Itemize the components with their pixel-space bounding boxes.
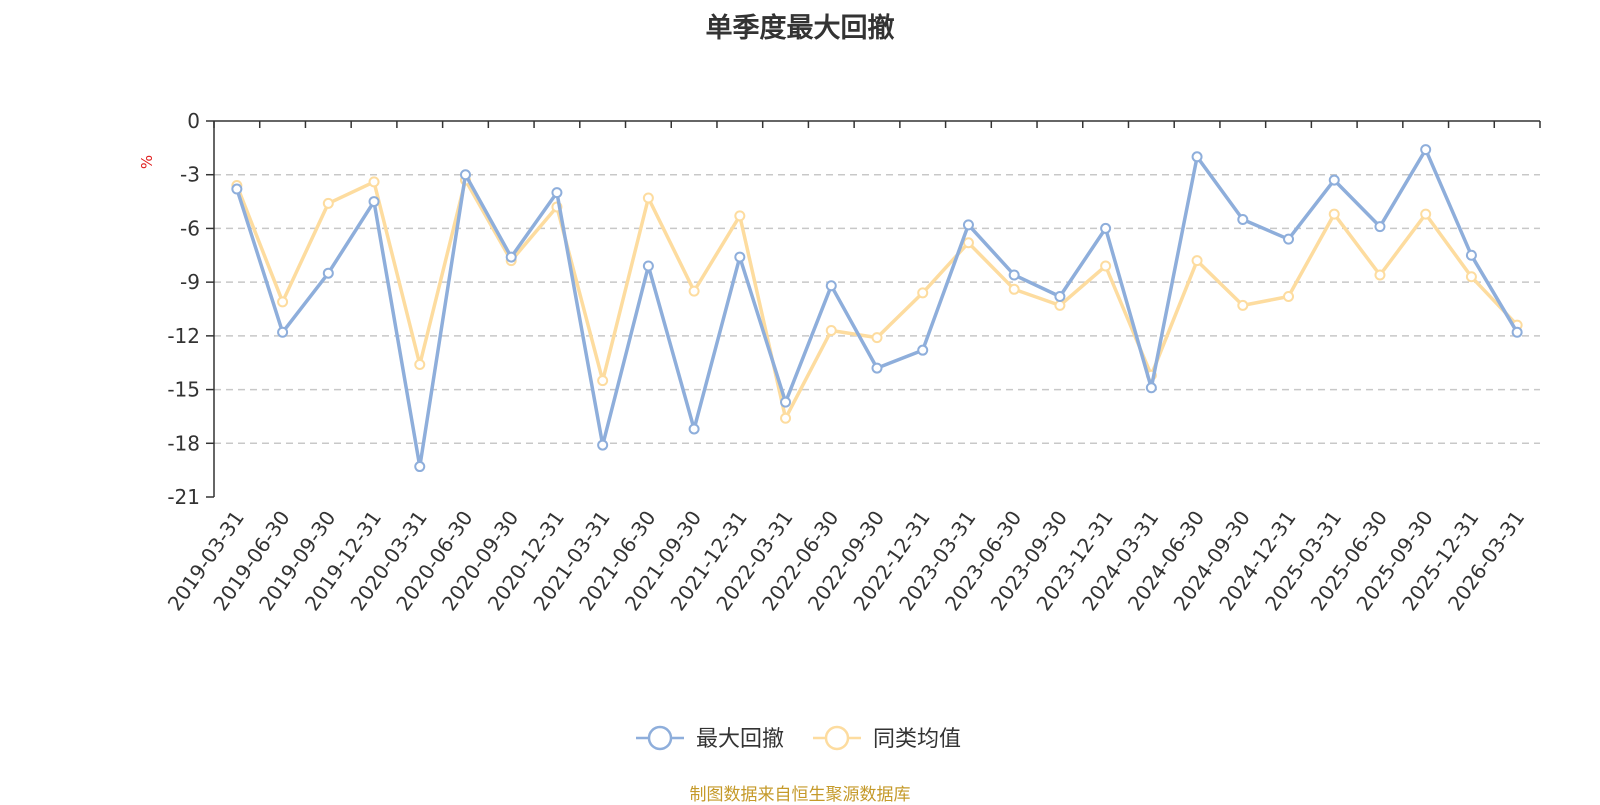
data-point[interactable] <box>962 219 974 231</box>
legend[interactable]: 最大回撤 同类均值 <box>636 725 961 752</box>
data-point[interactable] <box>1008 283 1020 295</box>
data-point[interactable] <box>1100 260 1112 272</box>
data-point[interactable] <box>1328 208 1340 220</box>
y-tick-label: -3 <box>180 163 200 187</box>
data-point[interactable] <box>734 210 746 222</box>
data-point[interactable] <box>1283 233 1295 245</box>
data-point[interactable] <box>1374 221 1386 233</box>
data-point[interactable] <box>688 423 700 435</box>
data-point[interactable] <box>1283 290 1295 302</box>
data-point[interactable] <box>1054 290 1066 302</box>
series-1 <box>231 144 1523 473</box>
legend-item-2[interactable]: 同类均值 <box>813 725 961 752</box>
data-point[interactable] <box>1100 222 1112 234</box>
data-point[interactable] <box>917 344 929 356</box>
data-point[interactable] <box>322 267 334 279</box>
data-point[interactable] <box>642 192 654 204</box>
data-point[interactable] <box>368 176 380 188</box>
data-point[interactable] <box>277 326 289 338</box>
y-tick-label: -12 <box>167 324 200 348</box>
legend-item-1[interactable]: 最大回撤 <box>636 725 784 752</box>
data-point[interactable] <box>1420 144 1432 156</box>
data-point[interactable] <box>231 183 243 195</box>
data-point[interactable] <box>642 260 654 272</box>
y-tick-label: -21 <box>167 485 200 509</box>
data-point[interactable] <box>597 375 609 387</box>
data-point[interactable] <box>780 412 792 424</box>
data-point[interactable] <box>1054 299 1066 311</box>
legend-marker-icon <box>824 725 850 751</box>
data-point[interactable] <box>414 359 426 371</box>
data-point[interactable] <box>1008 269 1020 281</box>
grid-lines <box>214 173 1540 445</box>
data-point[interactable] <box>505 251 517 263</box>
y-axis-unit-label: % <box>138 155 156 169</box>
data-point[interactable] <box>1465 271 1477 283</box>
data-point[interactable] <box>734 251 746 263</box>
data-point[interactable] <box>825 280 837 292</box>
data-point[interactable] <box>277 296 289 308</box>
data-point[interactable] <box>871 362 883 374</box>
data-point[interactable] <box>597 439 609 451</box>
y-tick-label: -15 <box>167 378 200 402</box>
data-point[interactable] <box>871 332 883 344</box>
series-line <box>235 178 1519 420</box>
data-point[interactable] <box>1328 174 1340 186</box>
data-point[interactable] <box>368 196 380 208</box>
data-point[interactable] <box>1465 249 1477 261</box>
data-point[interactable] <box>825 324 837 336</box>
data-point[interactable] <box>322 197 334 209</box>
data-point[interactable] <box>1511 326 1523 338</box>
data-point[interactable] <box>780 396 792 408</box>
data-point[interactable] <box>414 461 426 473</box>
data-source-note: 制图数据来自恒生聚源数据库 <box>689 785 911 805</box>
data-point[interactable] <box>917 287 929 299</box>
y-tick-label: -9 <box>180 270 200 294</box>
data-point[interactable] <box>1374 269 1386 281</box>
legend-label: 最大回撤 <box>696 727 784 752</box>
series-line <box>235 147 1519 469</box>
series-2 <box>231 174 1523 424</box>
data-point[interactable] <box>962 237 974 249</box>
y-tick-label: -6 <box>180 216 200 240</box>
data-point[interactable] <box>1420 208 1432 220</box>
data-point[interactable] <box>688 285 700 297</box>
data-point[interactable] <box>551 187 563 199</box>
data-point[interactable] <box>459 169 471 181</box>
data-point[interactable] <box>1145 382 1157 394</box>
series-lines <box>231 144 1523 473</box>
y-tick-label: 0 <box>187 109 200 133</box>
legend-label: 同类均值 <box>873 727 961 752</box>
y-tick-label: -18 <box>167 431 200 455</box>
data-point[interactable] <box>1237 299 1249 311</box>
data-point[interactable] <box>1191 151 1203 163</box>
data-point[interactable] <box>1191 255 1203 267</box>
data-point[interactable] <box>1237 213 1249 225</box>
legend-marker-icon <box>647 725 673 751</box>
chart-title: 单季度最大回撤 <box>705 13 895 44</box>
